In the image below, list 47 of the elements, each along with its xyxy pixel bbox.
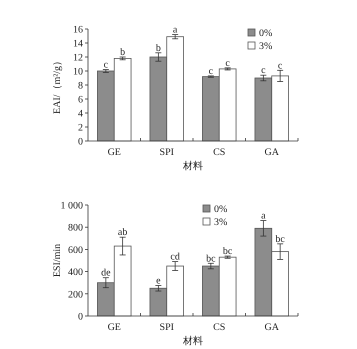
- y-tick-label: 0: [78, 312, 83, 322]
- y-axis-title: ESI/min: [52, 244, 63, 278]
- data-label: e: [156, 275, 162, 286]
- y-tick-label: 200: [68, 289, 83, 300]
- x-tick-label: CS: [213, 147, 226, 158]
- x-tick-label: GA: [264, 322, 280, 333]
- y-tick-label: 800: [68, 222, 83, 234]
- y-tick-label: 16: [73, 24, 83, 36]
- legend-label: 0%: [259, 28, 272, 39]
- data-label: c: [278, 60, 283, 72]
- legend-label: 0%: [214, 204, 228, 215]
- data-label: cd: [170, 252, 180, 263]
- y-tick-label: 600: [68, 244, 83, 256]
- data-label: c: [208, 66, 214, 77]
- y-axis-title: EAI/（m²/g）: [52, 56, 63, 114]
- y-tick-label: 12: [73, 52, 83, 64]
- data-label: a: [261, 210, 266, 222]
- data-label: b: [120, 47, 126, 58]
- data-label: b: [156, 42, 161, 54]
- legend-label: 3%: [259, 41, 272, 52]
- y-tick-label: 400: [68, 267, 83, 278]
- legend-label: 3%: [214, 217, 228, 228]
- x-axis-title: 材料: [182, 335, 203, 347]
- y-tick-label: 6: [78, 94, 83, 106]
- x-tick-label: GE: [108, 147, 121, 158]
- data-label: bc: [275, 234, 286, 245]
- data-label: ab: [118, 227, 128, 238]
- y-tick-label: 14: [73, 38, 83, 50]
- y-tick-label: 8: [78, 80, 83, 92]
- x-axis-title: 材料: [182, 160, 203, 172]
- x-tick-label: CS: [213, 322, 226, 333]
- data-label: c: [225, 58, 230, 69]
- data-label: c: [261, 65, 266, 76]
- y-tick-label: 2: [78, 122, 83, 134]
- data-label: de: [101, 268, 112, 279]
- y-tick-label: 1 000: [60, 200, 83, 212]
- y-tick-label: 10: [73, 66, 83, 78]
- data-label: bc: [206, 253, 216, 264]
- data-label: c: [104, 60, 109, 71]
- data-label: bc: [222, 246, 233, 258]
- x-tick-label: GE: [108, 322, 121, 333]
- y-tick-label: 4: [78, 108, 83, 120]
- x-tick-label: SPI: [160, 147, 174, 158]
- x-tick-label: GA: [264, 147, 280, 158]
- x-tick-label: SPI: [160, 322, 174, 333]
- data-label: a: [172, 24, 178, 36]
- y-tick-label: 0: [78, 136, 83, 148]
